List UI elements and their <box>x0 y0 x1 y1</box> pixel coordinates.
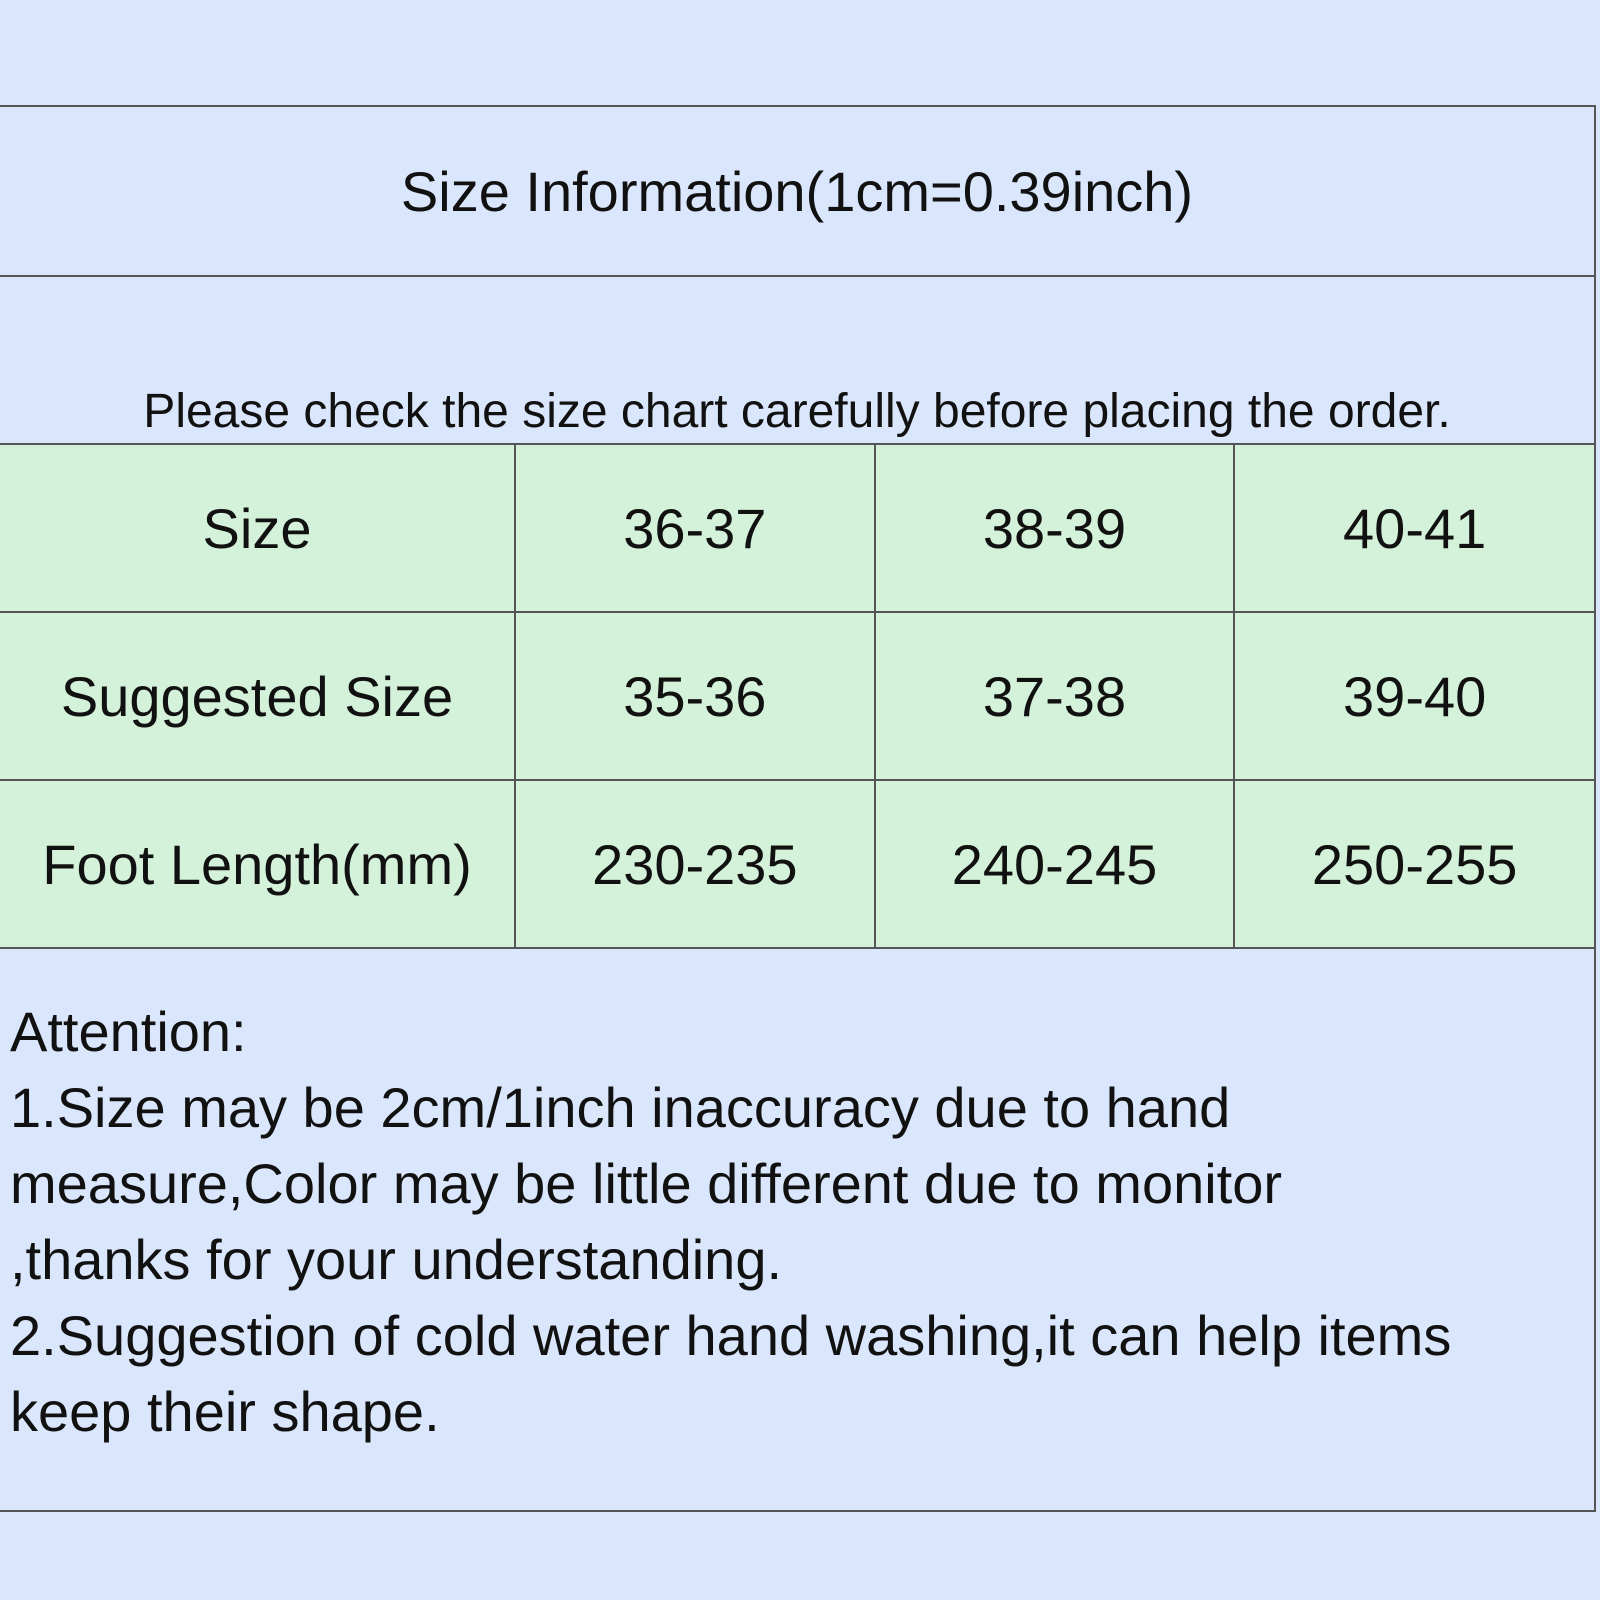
attention-line: ,thanks for your understanding. <box>10 1228 783 1291</box>
row-header: Suggested Size <box>0 611 516 781</box>
table-row: Foot Length(mm) 230-235 240-245 250-255 <box>0 779 1594 949</box>
table-row: Size 36-37 38-39 40-41 <box>0 443 1594 613</box>
table-row: Suggested Size 35-36 37-38 39-40 <box>0 611 1594 781</box>
attention-line: 2.Suggestion of cold water hand washing,… <box>10 1304 1452 1367</box>
table-cell: 36-37 <box>514 443 876 613</box>
table-cell: 37-38 <box>873 611 1236 781</box>
attention-block: Attention: 1.Size may be 2cm/1inch inacc… <box>0 949 1594 1510</box>
table-cell: 35-36 <box>514 611 876 781</box>
table-cell: 39-40 <box>1233 611 1594 781</box>
size-table: Size 36-37 38-39 40-41 Suggested Size 35-36 37… <box>0 443 1594 949</box>
size-chart: Size Information(1cm=0.39inch) Please ch… <box>0 105 1596 1512</box>
table-cell: 40-41 <box>1233 443 1594 613</box>
order-note: Please check the size chart carefully be… <box>143 385 1451 438</box>
chart-title: Size Information(1cm=0.39inch) <box>0 107 1594 277</box>
attention-heading: Attention: <box>10 1000 247 1063</box>
table-cell: 230-235 <box>514 779 876 949</box>
table-cell: 250-255 <box>1233 779 1594 949</box>
row-header: Foot Length(mm) <box>0 779 516 949</box>
table-cell: 240-245 <box>873 779 1236 949</box>
attention-line: 1.Size may be 2cm/1inch inaccuracy due t… <box>10 1076 1231 1139</box>
attention-line: keep their shape. <box>10 1380 440 1443</box>
table-cell: 38-39 <box>873 443 1236 613</box>
attention-line: measure,Color may be little different du… <box>10 1152 1283 1215</box>
row-header: Size <box>0 443 516 613</box>
